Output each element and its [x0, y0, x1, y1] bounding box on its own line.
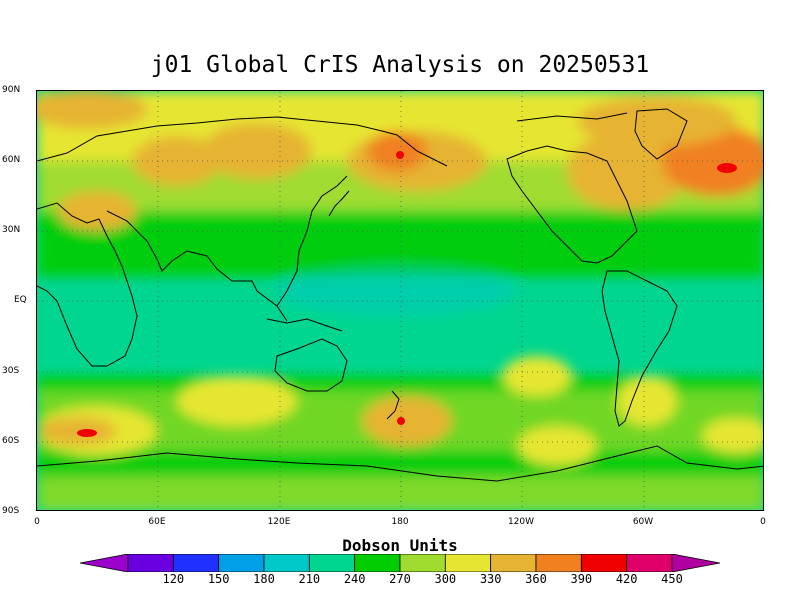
colorbar-bin	[626, 554, 673, 572]
colorbar-bin	[490, 554, 537, 572]
colorbar-bin	[218, 554, 265, 572]
patch-s6	[517, 426, 597, 466]
australia-coast	[274, 338, 348, 392]
lon-label-0: 0	[34, 517, 40, 527]
band-sp	[37, 476, 763, 510]
asia-north-coast	[37, 116, 448, 167]
colorbar-tick-label: 390	[570, 572, 593, 586]
north-america-coast	[506, 145, 638, 264]
spot-red-n2	[717, 163, 737, 173]
patch-n8	[57, 191, 137, 231]
lon-label-120w: 120W	[507, 517, 535, 527]
japan-coast	[328, 190, 350, 217]
antarctica-coast	[37, 445, 763, 482]
patch-n2	[202, 123, 312, 179]
patch-n5	[567, 131, 687, 211]
spot-red-s1	[77, 429, 97, 437]
lon-label-120e: 120E	[267, 517, 291, 527]
map-title: j01 Global CrIS Analysis on 20250531	[150, 52, 650, 78]
lat-label-60s: 60S	[2, 436, 20, 446]
lon-label-60w: 60W	[632, 517, 654, 527]
colorbar-tick-label: 450	[661, 572, 683, 586]
patch-s3	[177, 376, 297, 426]
colorbar-end-low	[80, 554, 129, 572]
lat-label-eq: EQ	[14, 295, 27, 305]
patch-s2	[37, 417, 117, 445]
arctic-islands-coast	[516, 112, 628, 122]
coastlines	[37, 108, 763, 482]
colorbar-tick-label: 120	[162, 572, 185, 586]
ozone-map	[36, 90, 764, 511]
colorbar-bin	[308, 554, 356, 572]
colorbar-bin	[263, 554, 310, 572]
lon-label-60e: 60E	[148, 517, 166, 527]
asia-south-coast	[106, 210, 288, 322]
patch-n1	[37, 91, 147, 129]
patch-s4	[362, 396, 452, 446]
colorbar-end-high	[671, 554, 720, 572]
lon-label-0-end: 0	[760, 517, 766, 527]
lat-label-90s: 90S	[2, 506, 20, 516]
graticule	[37, 91, 763, 510]
colorbar-tick-label: 210	[298, 572, 321, 586]
patch-s7	[617, 376, 677, 426]
colorbar-bin	[399, 554, 446, 572]
lon-label-180: 180	[391, 517, 409, 527]
lat-label-90n: 90N	[2, 85, 21, 95]
colorbar-bin	[354, 554, 401, 572]
colorbar-tick-label: 180	[253, 572, 275, 586]
colorbar-tick-label: 360	[525, 572, 547, 586]
colorbar-title: Dobson Units	[342, 536, 458, 555]
patch-n7	[577, 96, 737, 146]
patch-s8	[702, 418, 763, 454]
colorbar-tick-label: 270	[389, 572, 411, 586]
patch-eq	[277, 266, 517, 316]
colorbar	[80, 554, 720, 572]
colorbar-bin	[127, 554, 174, 572]
lat-label-30n: 30N	[2, 225, 21, 235]
nz-coast	[386, 390, 400, 420]
colorbar-tick-label: 330	[479, 572, 502, 586]
spot-red-n1	[396, 151, 404, 159]
colorbar-tick-label: 240	[343, 572, 366, 586]
greenland-coast	[634, 108, 688, 160]
south-america-coast	[601, 270, 678, 427]
patch-s5	[502, 356, 572, 396]
africa-coast	[37, 202, 138, 367]
colorbar-bin	[444, 554, 492, 572]
ozone-field-svg	[37, 91, 763, 510]
colorbar-tick-label: 420	[615, 572, 638, 586]
lat-label-60n: 60N	[2, 155, 21, 165]
colorbar-bin	[580, 554, 628, 572]
colorbar-bin	[535, 554, 582, 572]
colorbar-tick-label: 150	[207, 572, 230, 586]
lat-label-30s: 30S	[2, 366, 20, 376]
colorbar-bin	[172, 554, 220, 572]
colorbar-tick-label: 300	[434, 572, 457, 586]
